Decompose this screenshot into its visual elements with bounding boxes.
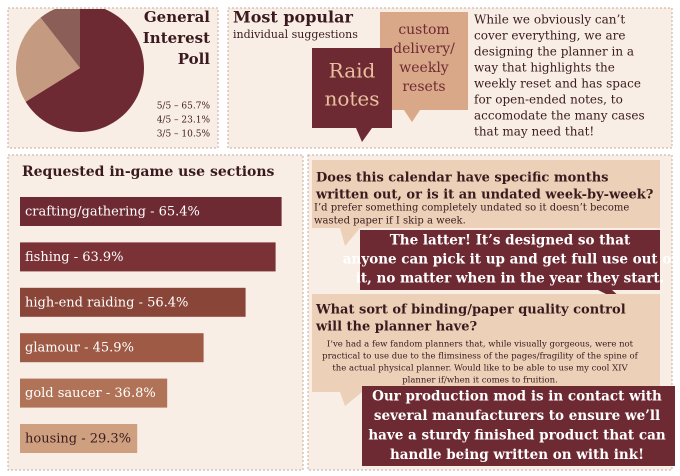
- note-text: weekly reset and has space: [474, 77, 641, 91]
- pie-slice: [15, 17, 80, 102]
- bar-label: crafting/gathering - 65.4%: [25, 205, 200, 220]
- bubble: [380, 12, 468, 122]
- pie-slice: [40, 9, 80, 68]
- question-text: written out, or is it an undated week-by…: [315, 188, 654, 203]
- bar: [20, 333, 204, 363]
- note-text: designing the planner in a: [474, 45, 634, 59]
- note-text: for open-ended notes, to: [474, 93, 623, 107]
- answer-text: it, no matter when in the year they star…: [356, 271, 665, 287]
- pie-slice: [25, 9, 144, 132]
- bubble: [312, 48, 392, 142]
- bar-label: glamour - 45.9%: [25, 341, 134, 356]
- bar-label: gold saucer - 36.8%: [25, 386, 156, 401]
- bar-label: high-end raiding - 56.4%: [25, 295, 188, 310]
- note-text: While we obviously can’t: [474, 13, 625, 27]
- detail-text: planner if/when it comes to fruition.: [402, 376, 558, 386]
- bar-chart-title: Requested in-game use sections: [22, 164, 275, 180]
- pie-title: General: [144, 8, 210, 26]
- suggestion-text: resets: [402, 79, 445, 95]
- bar: [20, 378, 168, 408]
- suggestion-text: weekly: [399, 60, 449, 76]
- detail-text: I’ve had a few fandom planners that, whi…: [327, 340, 634, 350]
- detail-text: practical to use due to the flimsiness o…: [322, 352, 639, 362]
- suggestions-subtitle: individual suggestions: [233, 28, 358, 41]
- bar-label: housing - 29.3%: [25, 432, 131, 447]
- pie-label: 5/5 – 65.7%: [157, 102, 211, 112]
- question-text: What sort of binding/paper quality contr…: [315, 303, 626, 318]
- bar: [20, 424, 138, 453]
- question-bubble: [312, 294, 660, 406]
- pie: [15, 9, 144, 132]
- answer-text: anyone can pick it up and get full use o…: [343, 252, 679, 268]
- answer-bubble: [360, 230, 660, 306]
- answer-text: several manufacturers to ensure we’ll: [374, 408, 660, 424]
- answer-bubble: [362, 386, 675, 466]
- answer-text: have a sturdy finished product that can: [368, 428, 665, 444]
- bar: [20, 197, 282, 226]
- bar: [20, 287, 246, 317]
- question-text: Does this calendar have specific months: [316, 171, 609, 186]
- pie-label: 3/5 – 10.5%: [157, 130, 211, 140]
- suggestions-title: Most popular: [233, 8, 353, 27]
- pie-title: Interest: [143, 29, 210, 47]
- suggestion-text: notes: [324, 87, 379, 111]
- note-text: cover everything, we are: [474, 29, 625, 43]
- suggestion-text: Raid: [329, 59, 376, 83]
- detail-text: I’d prefer something completely undated …: [314, 203, 629, 214]
- note-text: accomodate the many cases: [474, 109, 645, 123]
- answer-text: handle being written on with ink!: [390, 447, 644, 463]
- suggestion-text: custom: [398, 22, 449, 38]
- suggestion-text: delivery/: [393, 41, 455, 57]
- detail-text: wasted paper if I skip a week.: [314, 216, 466, 227]
- note-text: way that highlights the: [474, 61, 615, 75]
- answer-text: The latter! It’s designed so that: [390, 233, 631, 249]
- question-bubble: [312, 160, 660, 246]
- pie-label: 4/5 – 23.1%: [157, 116, 211, 126]
- detail-text: the actual physical planner. Would like …: [332, 364, 628, 374]
- bar: [20, 242, 276, 272]
- pie-title: Poll: [178, 50, 211, 68]
- note-text: that may need that!: [474, 125, 594, 139]
- answer-text: Our production mod is in contact with: [372, 389, 662, 405]
- question-text: will the planner have?: [315, 320, 477, 335]
- bar-label: fishing - 63.9%: [25, 250, 124, 265]
